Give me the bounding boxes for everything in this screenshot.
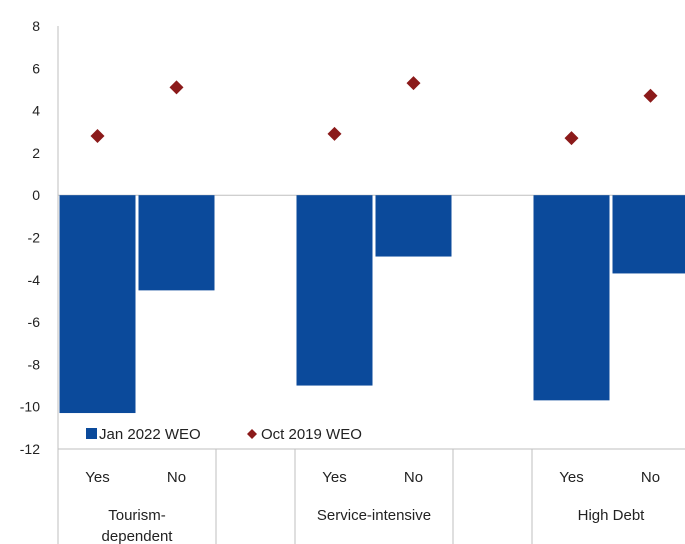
y-tick-label: -8 — [28, 356, 41, 372]
marker-1-4 — [564, 131, 579, 146]
bar-0-3 — [375, 195, 452, 257]
group-label: Tourism-dependent — [102, 507, 174, 544]
category-label: Yes — [559, 469, 583, 486]
y-tick-label: -12 — [20, 441, 40, 457]
group-label: High Debt — [578, 507, 646, 524]
legend-label-marker: Oct 2019 WEO — [261, 426, 362, 443]
bars-layer — [59, 195, 685, 414]
y-tick-label: 4 — [32, 103, 40, 119]
y-tick-label: -10 — [20, 399, 40, 415]
bar-0-4 — [533, 195, 610, 401]
bar-0-2 — [296, 195, 373, 386]
y-tick-label: -2 — [28, 230, 41, 246]
category-label: No — [404, 469, 423, 486]
category-label: Yes — [322, 469, 346, 486]
marker-1-3 — [406, 76, 421, 91]
y-tick-label: 8 — [32, 18, 40, 34]
category-label: No — [641, 469, 660, 486]
marker-1-2 — [327, 126, 342, 141]
category-label: No — [167, 469, 186, 486]
bar-0-1 — [138, 195, 215, 291]
marker-1-1 — [169, 80, 184, 95]
group-label: Service-intensive — [317, 507, 431, 524]
bar-0-5 — [612, 195, 685, 274]
legend-swatch-bar — [86, 428, 97, 439]
y-tick-label: 2 — [32, 145, 40, 161]
category-label: Yes — [85, 469, 109, 486]
marker-1-5 — [643, 88, 658, 103]
legend-swatch-marker — [247, 429, 257, 439]
y-tick-label: -4 — [28, 272, 41, 288]
y-tick-label: 6 — [32, 60, 40, 76]
legend: Jan 2022 WEO Oct 2019 WEO — [86, 426, 362, 443]
y-tick-label: -6 — [28, 314, 41, 330]
markers-layer — [90, 76, 658, 146]
marker-1-0 — [90, 128, 105, 143]
category-axis: Yes No Yes No Yes No Tourism-dependent Service-… — [57, 448, 685, 544]
y-tick-label: 0 — [32, 187, 40, 203]
bar-0-0 — [59, 195, 136, 414]
legend-label-bar: Jan 2022 WEO — [99, 426, 201, 443]
